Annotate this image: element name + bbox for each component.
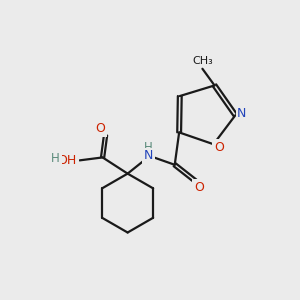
Text: O: O [95, 122, 105, 135]
Text: CH₃: CH₃ [192, 56, 213, 66]
Text: O: O [214, 141, 224, 154]
Text: N: N [143, 149, 153, 163]
Text: OH: OH [58, 154, 77, 167]
Text: H: H [144, 141, 153, 154]
Text: O: O [194, 181, 204, 194]
Text: N: N [237, 107, 247, 120]
Text: H: H [51, 152, 60, 165]
